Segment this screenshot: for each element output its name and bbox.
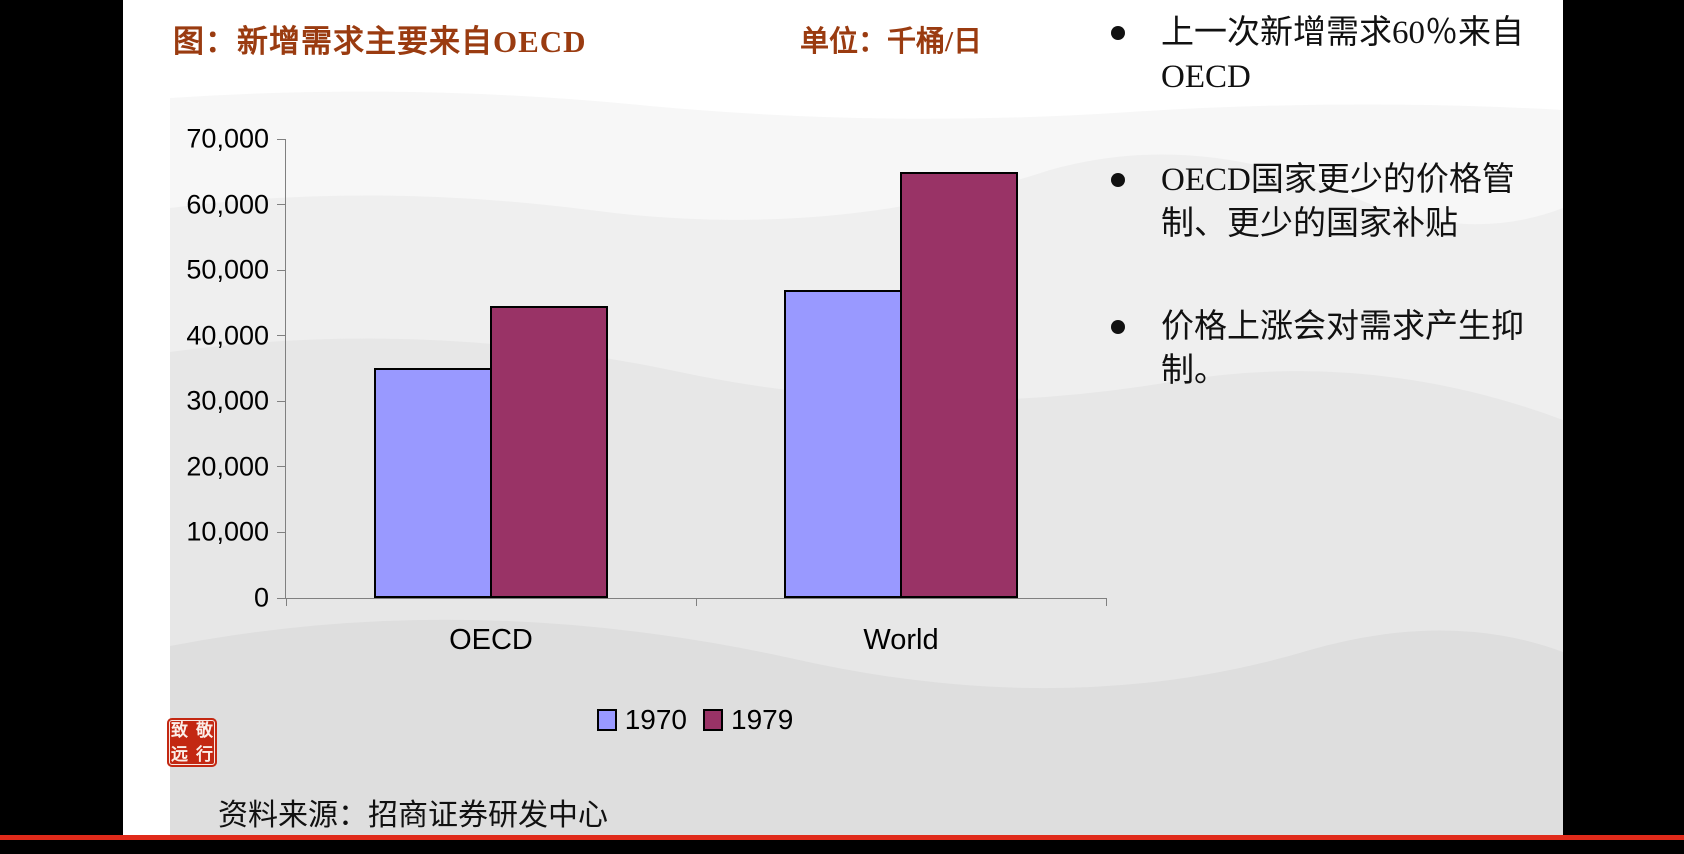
right-letterbox-bar [1563, 0, 1684, 854]
company-seal-stamp: 致 敬 远 行 [167, 718, 217, 767]
y-axis-tick [277, 400, 286, 402]
bar-World-1979 [900, 172, 1018, 598]
bullet-text: 上一次新增需求60％来自OECD [1161, 15, 1524, 95]
y-axis-tick [277, 597, 286, 599]
bullet-dot-icon [1111, 173, 1125, 188]
y-axis-tick [277, 138, 286, 140]
unit-label: 单位：千桶/日 [800, 26, 983, 58]
y-axis-tick [277, 269, 286, 271]
x-axis-tick [695, 598, 697, 606]
bottom-black-strip [0, 840, 1684, 854]
y-axis-tick [277, 466, 286, 468]
y-axis-tick [277, 204, 286, 206]
slide-content: 图：新增需求主要来自OECD 单位：千桶/日 上一次新增需求60％来自OECD … [123, 0, 1563, 854]
chart-legend: 1970 1979 [285, 704, 1105, 736]
left-letterbox-bar [0, 0, 123, 854]
seal-char: 行 [196, 745, 213, 765]
bar-group-World [696, 139, 1106, 598]
legend-item-1970: 1970 [596, 704, 687, 736]
y-axis-tick-label: 20,000 [186, 451, 269, 482]
bottom-red-rule [0, 835, 1684, 840]
seal-char: 敬 [196, 720, 213, 740]
slide: 图：新增需求主要来自OECD 单位：千桶/日 上一次新增需求60％来自OECD … [123, 0, 1563, 854]
bar-OECD-1979 [490, 306, 608, 598]
legend-label: 1970 [624, 704, 687, 735]
y-axis-tick-label: 0 [253, 582, 269, 613]
y-axis-tick [277, 531, 286, 533]
y-axis-tick-label: 10,000 [186, 516, 269, 547]
x-axis-tick [285, 598, 287, 606]
bullet-dot-icon [1111, 26, 1125, 40]
bullet-item: OECD国家更少的价格管制、更少的国家补贴 [1105, 159, 1565, 246]
bullet-list: 上一次新增需求60％来自OECD OECD国家更少的价格管制、更少的国家补贴 价… [1105, 12, 1565, 453]
y-axis-tick [277, 335, 286, 337]
y-axis-tick-label: 70,000 [186, 123, 269, 154]
page-title: 图：新增需求主要来自OECD [173, 24, 587, 59]
x-axis-tick [1105, 598, 1107, 606]
legend-label: 1979 [731, 704, 794, 735]
y-axis-tick-label: 40,000 [186, 320, 269, 351]
bullet-dot-icon [1111, 320, 1125, 335]
seal-char: 远 [171, 745, 188, 765]
bullet-text: 价格上涨会对需求产生抑制。 [1161, 309, 1524, 389]
x-axis-category-label: OECD [449, 624, 533, 656]
bar-OECD-1970 [374, 368, 492, 598]
bullet-text: OECD国家更少的价格管制、更少的国家补贴 [1161, 162, 1515, 242]
plot-area: 0 10,000 20,000 30,000 40,000 50,000 60,000 70,… [186, 124, 1107, 656]
bullet-item: 上一次新增需求60％来自OECD [1105, 12, 1565, 99]
bar-World-1970 [784, 290, 902, 598]
source-note: 资料来源：招商证券研发中心 [218, 799, 608, 832]
legend-swatch-1979 [703, 709, 723, 731]
y-axis-tick-label: 30,000 [186, 385, 269, 416]
y-axis-tick-label: 60,000 [186, 189, 269, 220]
bar-group-OECD [286, 139, 696, 598]
bullet-item: 价格上涨会对需求产生抑制。 [1105, 306, 1565, 393]
legend-swatch-1970 [596, 709, 617, 731]
legend-item-1979: 1979 [703, 704, 793, 736]
seal-char: 致 [171, 720, 188, 740]
x-axis-category-label: World [863, 624, 939, 656]
y-axis-tick-label: 50,000 [186, 254, 269, 285]
